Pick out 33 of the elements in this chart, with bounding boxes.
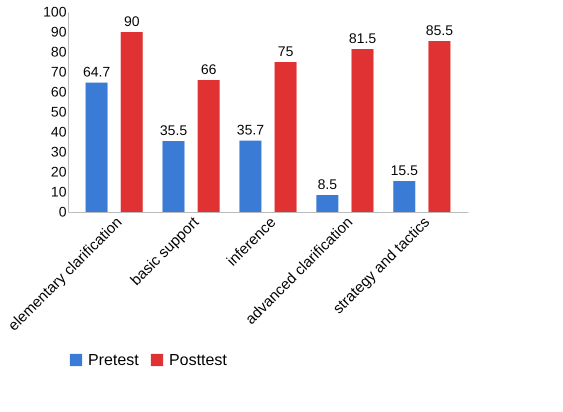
bar: [274, 62, 297, 212]
data-label: 15.5: [390, 162, 418, 178]
y-tick-label: 30: [50, 144, 67, 160]
legend-label: Posttest: [169, 352, 228, 369]
bar: [428, 41, 450, 212]
bar: [86, 82, 108, 212]
data-label: 85.5: [426, 22, 454, 38]
y-tick-label: 90: [50, 24, 67, 40]
data-label: 35.7: [236, 122, 264, 138]
y-tick-label: 100: [43, 4, 67, 20]
y-tick-label: 20: [50, 164, 67, 180]
data-label: 81.5: [348, 30, 376, 46]
data-label: 8.5: [318, 176, 338, 192]
data-label: 35.5: [160, 122, 188, 138]
bar: [198, 80, 220, 212]
y-tick-label: 50: [50, 104, 67, 120]
data-label: 75: [278, 43, 294, 59]
bar: [162, 141, 184, 212]
y-tick-label: 0: [58, 204, 67, 220]
y-tick-label: 80: [50, 44, 67, 60]
bar: [316, 195, 338, 212]
data-label: 64.7: [82, 64, 110, 80]
data-label: 66: [200, 61, 217, 77]
bar: [352, 49, 374, 212]
legend-label: Pretest: [88, 352, 140, 369]
y-tick-label: 10: [50, 184, 67, 200]
bar: [393, 181, 416, 212]
data-label: 90: [124, 13, 140, 29]
y-tick-label: 70: [50, 64, 67, 80]
bar: [120, 32, 143, 212]
y-tick-label: 60: [50, 84, 67, 100]
y-tick-label: 40: [50, 124, 67, 140]
bar: [239, 140, 262, 212]
